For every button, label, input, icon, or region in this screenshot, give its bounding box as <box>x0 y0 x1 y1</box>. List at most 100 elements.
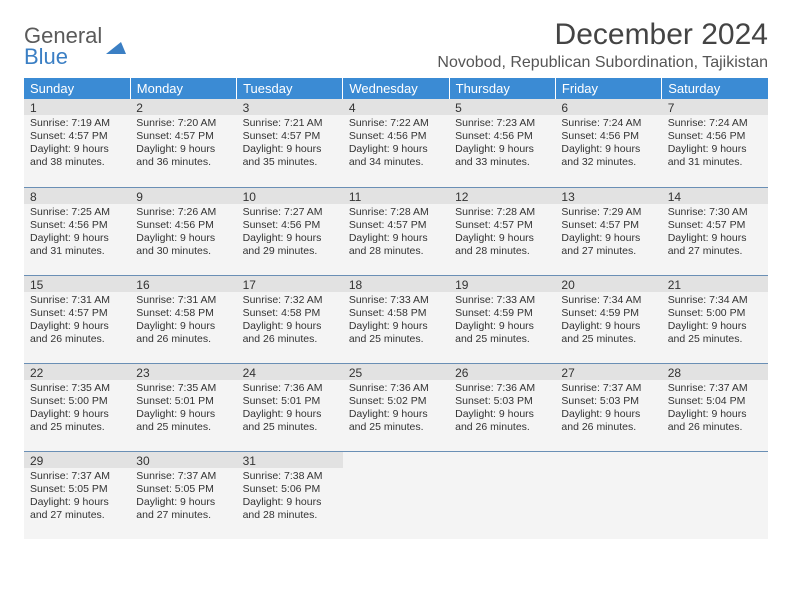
daylight-line: Daylight: 9 hours and 29 minutes. <box>243 232 337 258</box>
calendar-day-cell: 9Sunrise: 7:26 AMSunset: 4:56 PMDaylight… <box>130 187 236 275</box>
sunset-line: Sunset: 5:04 PM <box>668 395 762 408</box>
daylight-line: Daylight: 9 hours and 28 minutes. <box>243 496 337 522</box>
day-number: 16 <box>130 276 236 292</box>
calendar-day-cell: 23Sunrise: 7:35 AMSunset: 5:01 PMDayligh… <box>130 363 236 451</box>
day-details: Sunrise: 7:37 AMSunset: 5:04 PMDaylight:… <box>662 380 768 439</box>
sunrise-line: Sunrise: 7:33 AM <box>349 294 443 307</box>
daylight-line: Daylight: 9 hours and 26 minutes. <box>136 320 230 346</box>
day-details: Sunrise: 7:37 AMSunset: 5:03 PMDaylight:… <box>555 380 661 439</box>
calendar-day-cell: 1Sunrise: 7:19 AMSunset: 4:57 PMDaylight… <box>24 99 130 187</box>
sunrise-line: Sunrise: 7:38 AM <box>243 470 337 483</box>
sunrise-line: Sunrise: 7:19 AM <box>30 117 124 130</box>
day-details: Sunrise: 7:30 AMSunset: 4:57 PMDaylight:… <box>662 204 768 263</box>
day-number: 5 <box>449 99 555 115</box>
calendar-day-cell: 7Sunrise: 7:24 AMSunset: 4:56 PMDaylight… <box>662 99 768 187</box>
calendar-week-row: 15Sunrise: 7:31 AMSunset: 4:57 PMDayligh… <box>24 275 768 363</box>
sunset-line: Sunset: 5:05 PM <box>30 483 124 496</box>
day-number: 29 <box>24 452 130 468</box>
day-number: 15 <box>24 276 130 292</box>
daylight-line: Daylight: 9 hours and 26 minutes. <box>243 320 337 346</box>
sunrise-line: Sunrise: 7:30 AM <box>668 206 762 219</box>
calendar-day-cell: 31Sunrise: 7:38 AMSunset: 5:06 PMDayligh… <box>237 451 343 539</box>
weekday-header: Monday <box>130 78 236 99</box>
sunset-line: Sunset: 4:56 PM <box>30 219 124 232</box>
sunset-line: Sunset: 4:56 PM <box>243 219 337 232</box>
daylight-line: Daylight: 9 hours and 25 minutes. <box>243 408 337 434</box>
calendar-body: 1Sunrise: 7:19 AMSunset: 4:57 PMDaylight… <box>24 99 768 539</box>
calendar-day-cell: 11Sunrise: 7:28 AMSunset: 4:57 PMDayligh… <box>343 187 449 275</box>
day-number: 22 <box>24 364 130 380</box>
calendar-day-cell: 4Sunrise: 7:22 AMSunset: 4:56 PMDaylight… <box>343 99 449 187</box>
sunrise-line: Sunrise: 7:34 AM <box>668 294 762 307</box>
sunset-line: Sunset: 4:58 PM <box>243 307 337 320</box>
sunrise-line: Sunrise: 7:36 AM <box>349 382 443 395</box>
title-block: December 2024 Novobod, Republican Subord… <box>437 18 768 72</box>
day-details: Sunrise: 7:20 AMSunset: 4:57 PMDaylight:… <box>130 115 236 174</box>
sunset-line: Sunset: 4:58 PM <box>136 307 230 320</box>
sunrise-line: Sunrise: 7:28 AM <box>349 206 443 219</box>
sunrise-line: Sunrise: 7:31 AM <box>136 294 230 307</box>
day-number: 30 <box>130 452 236 468</box>
calendar-day-cell: 3Sunrise: 7:21 AMSunset: 4:57 PMDaylight… <box>237 99 343 187</box>
sunrise-line: Sunrise: 7:25 AM <box>30 206 124 219</box>
sunset-line: Sunset: 4:56 PM <box>136 219 230 232</box>
weekday-header: Friday <box>555 78 661 99</box>
day-details: Sunrise: 7:37 AMSunset: 5:05 PMDaylight:… <box>24 468 130 527</box>
sunset-line: Sunset: 4:57 PM <box>30 307 124 320</box>
day-details: Sunrise: 7:36 AMSunset: 5:01 PMDaylight:… <box>237 380 343 439</box>
daylight-line: Daylight: 9 hours and 25 minutes. <box>30 408 124 434</box>
daylight-line: Daylight: 9 hours and 25 minutes. <box>455 320 549 346</box>
daylight-line: Daylight: 9 hours and 36 minutes. <box>136 143 230 169</box>
sunrise-line: Sunrise: 7:21 AM <box>243 117 337 130</box>
sunrise-line: Sunrise: 7:24 AM <box>668 117 762 130</box>
brand-triangle-icon <box>106 40 126 54</box>
day-number: 7 <box>662 99 768 115</box>
sunrise-line: Sunrise: 7:26 AM <box>136 206 230 219</box>
day-details: Sunrise: 7:31 AMSunset: 4:58 PMDaylight:… <box>130 292 236 351</box>
day-number: 4 <box>343 99 449 115</box>
day-number: 3 <box>237 99 343 115</box>
month-title: December 2024 <box>437 18 768 52</box>
day-number: 26 <box>449 364 555 380</box>
calendar-day-cell: 29Sunrise: 7:37 AMSunset: 5:05 PMDayligh… <box>24 451 130 539</box>
calendar-day-cell: 8Sunrise: 7:25 AMSunset: 4:56 PMDaylight… <box>24 187 130 275</box>
sunset-line: Sunset: 5:01 PM <box>136 395 230 408</box>
day-details: Sunrise: 7:36 AMSunset: 5:03 PMDaylight:… <box>449 380 555 439</box>
day-details: Sunrise: 7:33 AMSunset: 4:58 PMDaylight:… <box>343 292 449 351</box>
calendar-day-cell: 17Sunrise: 7:32 AMSunset: 4:58 PMDayligh… <box>237 275 343 363</box>
daylight-line: Daylight: 9 hours and 30 minutes. <box>136 232 230 258</box>
weekday-header: Wednesday <box>343 78 449 99</box>
calendar-day-cell: 6Sunrise: 7:24 AMSunset: 4:56 PMDaylight… <box>555 99 661 187</box>
sunset-line: Sunset: 4:57 PM <box>243 130 337 143</box>
day-details: Sunrise: 7:28 AMSunset: 4:57 PMDaylight:… <box>343 204 449 263</box>
daylight-line: Daylight: 9 hours and 25 minutes. <box>668 320 762 346</box>
sunrise-line: Sunrise: 7:27 AM <box>243 206 337 219</box>
weekday-header: Thursday <box>449 78 555 99</box>
sunset-line: Sunset: 4:56 PM <box>455 130 549 143</box>
sunrise-line: Sunrise: 7:37 AM <box>668 382 762 395</box>
sunrise-line: Sunrise: 7:37 AM <box>561 382 655 395</box>
sunrise-line: Sunrise: 7:23 AM <box>455 117 549 130</box>
brand-logo: General Blue <box>24 26 126 68</box>
day-details: Sunrise: 7:21 AMSunset: 4:57 PMDaylight:… <box>237 115 343 174</box>
sunset-line: Sunset: 5:02 PM <box>349 395 443 408</box>
day-details: Sunrise: 7:24 AMSunset: 4:56 PMDaylight:… <box>662 115 768 174</box>
calendar-day-cell: 2Sunrise: 7:20 AMSunset: 4:57 PMDaylight… <box>130 99 236 187</box>
sunset-line: Sunset: 5:03 PM <box>455 395 549 408</box>
day-number: 17 <box>237 276 343 292</box>
sunset-line: Sunset: 4:58 PM <box>349 307 443 320</box>
day-number: 28 <box>662 364 768 380</box>
calendar-day-cell: 15Sunrise: 7:31 AMSunset: 4:57 PMDayligh… <box>24 275 130 363</box>
sunset-line: Sunset: 4:59 PM <box>561 307 655 320</box>
daylight-line: Daylight: 9 hours and 26 minutes. <box>30 320 124 346</box>
day-details: Sunrise: 7:25 AMSunset: 4:56 PMDaylight:… <box>24 204 130 263</box>
sunset-line: Sunset: 4:59 PM <box>455 307 549 320</box>
sunrise-line: Sunrise: 7:24 AM <box>561 117 655 130</box>
day-details: Sunrise: 7:23 AMSunset: 4:56 PMDaylight:… <box>449 115 555 174</box>
sunrise-line: Sunrise: 7:29 AM <box>561 206 655 219</box>
sunrise-line: Sunrise: 7:35 AM <box>136 382 230 395</box>
daylight-line: Daylight: 9 hours and 35 minutes. <box>243 143 337 169</box>
sunrise-line: Sunrise: 7:36 AM <box>455 382 549 395</box>
daylight-line: Daylight: 9 hours and 25 minutes. <box>349 320 443 346</box>
sunset-line: Sunset: 5:03 PM <box>561 395 655 408</box>
